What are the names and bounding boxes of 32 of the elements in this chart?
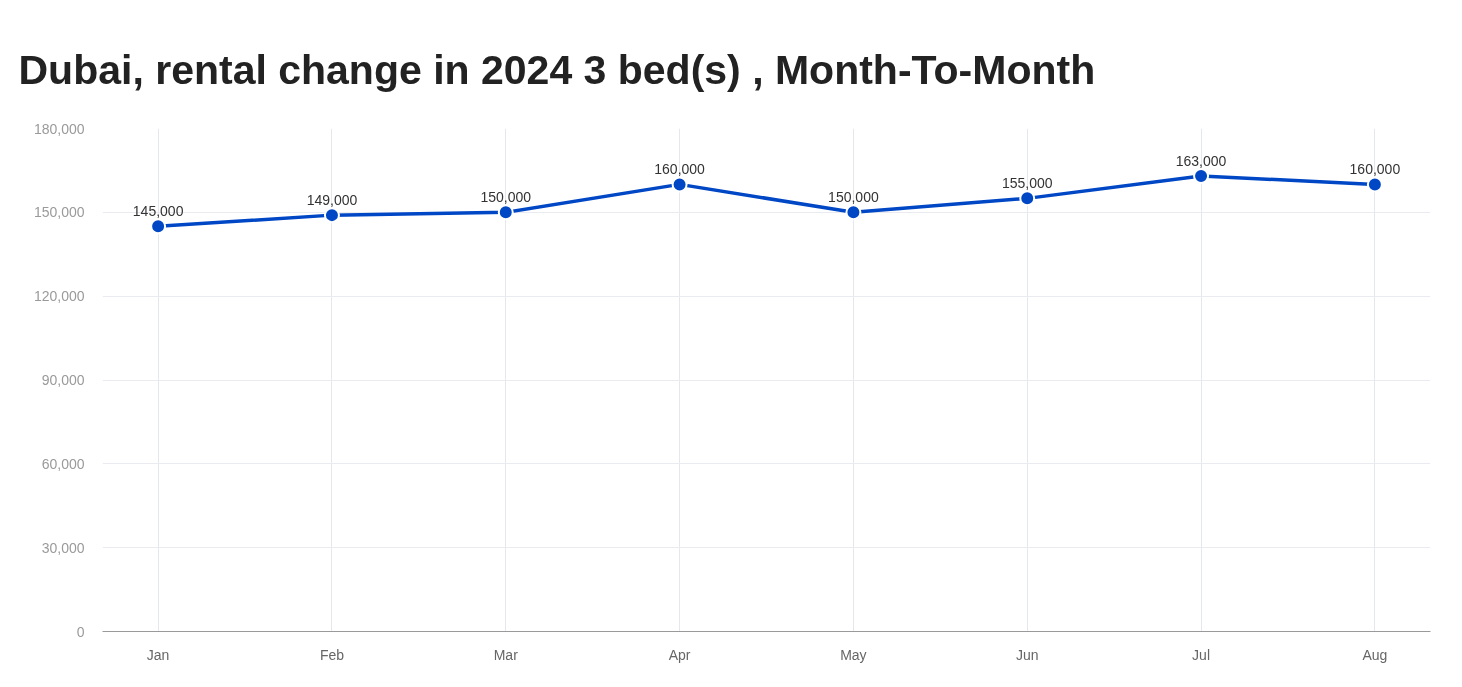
y-tick-label: 60,000 xyxy=(41,455,85,472)
point xyxy=(1019,190,1036,207)
data-label: 160,000 xyxy=(1349,161,1401,178)
y-tick-label: 90,000 xyxy=(41,372,85,388)
data-label: 155,000 xyxy=(1001,175,1053,192)
point xyxy=(845,204,862,221)
x-tick-label: Aug xyxy=(1362,646,1388,663)
y-tick-label: 0 xyxy=(76,623,85,640)
x-tick-label: Jul xyxy=(1192,646,1211,663)
y-tick-label: 30,000 xyxy=(41,539,85,556)
data-label: 150,000 xyxy=(480,189,532,206)
x-tick-label: Jun xyxy=(1015,646,1039,663)
x-tick-label: Feb xyxy=(319,646,345,663)
y-tick-label: 180,000 xyxy=(33,120,85,137)
x-tick-label: Apr xyxy=(668,646,691,663)
x-tick-label: May xyxy=(840,646,867,663)
chart-title: Dubai, rental change in 2024 3 bed(s) , Month-To-Month xyxy=(18,46,1096,93)
y-tick-label: 120,000 xyxy=(33,288,85,305)
point xyxy=(1193,168,1210,184)
point xyxy=(150,218,167,235)
data-label: 150,000 xyxy=(828,189,879,206)
data-label: 160,000 xyxy=(654,161,706,178)
data-label: 163,000 xyxy=(1175,153,1227,170)
data-label: 149,000 xyxy=(306,192,358,209)
point xyxy=(323,207,340,224)
y-tick-label: 150,000 xyxy=(33,204,85,221)
point xyxy=(497,204,514,221)
x-tick-label: Mar xyxy=(493,646,519,663)
point xyxy=(671,176,688,193)
x-tick-label: Jan xyxy=(146,646,170,663)
data-label: 145,000 xyxy=(132,203,184,220)
point xyxy=(1366,176,1383,193)
